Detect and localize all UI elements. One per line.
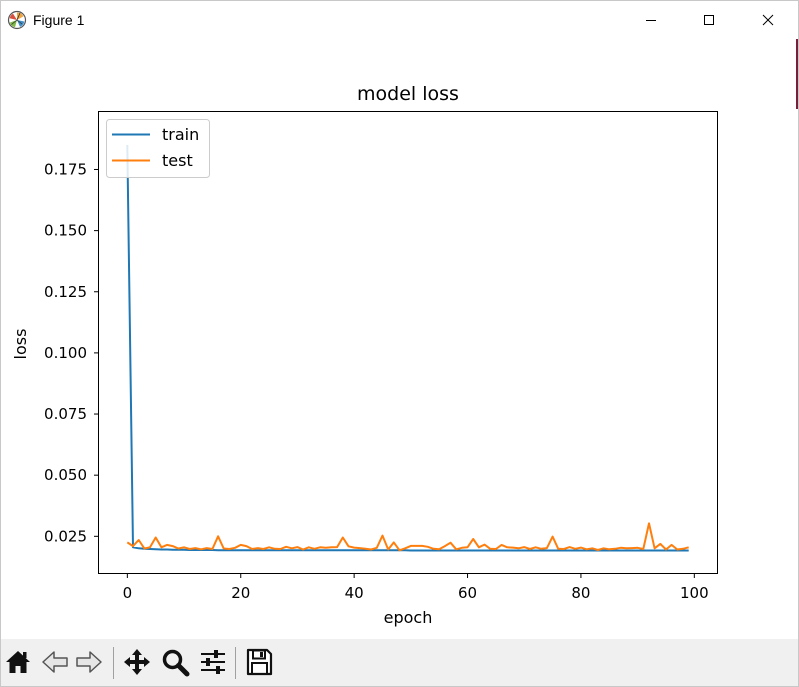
plot-area [98, 111, 718, 574]
legend-test-label: test [162, 151, 193, 170]
x-axis-label: epoch [384, 608, 433, 627]
zoom-button[interactable] [158, 645, 192, 679]
y-tick-label: 0.100 [44, 344, 87, 362]
floppy-disk-icon [246, 648, 273, 676]
series-lines [126, 144, 689, 552]
forward-button[interactable] [72, 645, 106, 679]
y-tick-label: 0.050 [44, 466, 87, 484]
chart-title: model loss [357, 83, 459, 105]
back-arrow-icon [42, 651, 68, 673]
x-tick-label: 40 [345, 584, 364, 602]
y-axis-label: loss [11, 329, 30, 360]
home-icon [6, 651, 30, 673]
x-tick-label: 20 [231, 584, 250, 602]
home-button[interactable] [1, 645, 35, 679]
y-tick-label: 0.125 [44, 283, 87, 301]
series-line-test [126, 522, 689, 552]
window-title: Figure 1 [33, 12, 85, 28]
close-button[interactable] [739, 1, 797, 39]
close-icon [762, 14, 774, 26]
maximize-icon [704, 15, 714, 25]
back-button[interactable] [38, 645, 72, 679]
magnifier-icon [162, 649, 190, 677]
x-tick-label: 80 [571, 584, 590, 602]
y-tick-label: 0.150 [44, 222, 87, 240]
x-axis: 0 20 40 60 80 100 [123, 573, 709, 602]
x-tick-label: 100 [680, 584, 709, 602]
legend: train test [106, 119, 210, 178]
y-axis: 0.025 0.050 0.075 0.100 0.125 0.150 0.175 [44, 160, 99, 545]
minimize-button[interactable] [622, 1, 680, 39]
move-icon [124, 649, 150, 675]
minimize-icon [646, 20, 656, 21]
toolbar-separator [113, 647, 114, 679]
forward-arrow-icon [76, 651, 102, 673]
toolbar-separator [235, 647, 236, 679]
series-line-train [126, 144, 689, 552]
legend-train-label: train [162, 125, 199, 144]
y-tick-label: 0.075 [44, 405, 87, 423]
navigation-toolbar [1, 639, 798, 686]
x-tick-label: 0 [123, 584, 133, 602]
sliders-icon [201, 650, 225, 674]
configure-subplots-button[interactable] [196, 645, 230, 679]
y-tick-label: 0.025 [44, 527, 87, 545]
x-tick-label: 60 [458, 584, 477, 602]
figure-canvas[interactable]: model loss 0 20 40 60 80 100 0.0250.0500.0750… [1, 39, 798, 637]
maximize-button[interactable] [680, 1, 738, 39]
background-window-edge [796, 39, 798, 109]
y-tick-label: 0.175 [44, 160, 87, 178]
pan-button[interactable] [120, 645, 154, 679]
matplotlib-logo-icon [7, 10, 27, 30]
save-button[interactable] [242, 645, 276, 679]
title-bar[interactable]: Figure 1 [1, 1, 798, 39]
